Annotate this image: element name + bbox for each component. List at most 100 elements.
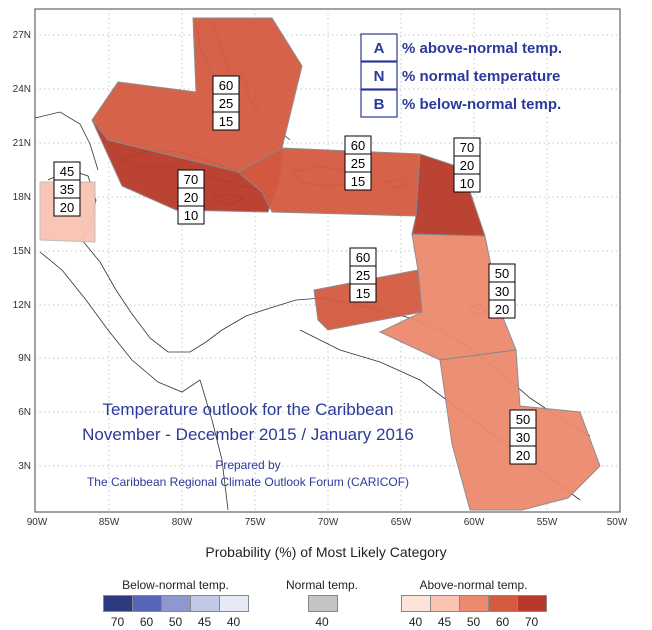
- zone-windward-above: 50: [495, 266, 509, 281]
- lat-label: 6N: [18, 407, 31, 418]
- scale-tick: 70: [524, 615, 539, 629]
- lat-label: 9N: [18, 353, 31, 364]
- zone-cuba-cayman-normal: 20: [184, 190, 198, 205]
- lon-label: 65W: [391, 517, 412, 528]
- legend-key-below-text: % below-normal temp.: [402, 96, 561, 113]
- zone-hispaniola-above: 60: [351, 138, 365, 153]
- zone-abc-islands-above: 60: [356, 250, 370, 265]
- scale-tick: 60: [495, 615, 510, 629]
- lon-label: 80W: [172, 517, 193, 528]
- zone-leeward-above: 70: [460, 140, 474, 155]
- zone-abc-islands-below: 15: [356, 286, 370, 301]
- scale-tick: 45: [197, 615, 212, 629]
- lat-label: 24N: [13, 84, 31, 95]
- zone-abc-islands-normal: 25: [356, 268, 370, 283]
- scale-tick: 50: [466, 615, 481, 629]
- central-america-pacific: [39, 251, 201, 393]
- scale-above-swatch: [459, 595, 489, 612]
- lat-label: 15N: [13, 246, 31, 257]
- scale-below-swatch: [190, 595, 220, 612]
- map-title-line1: Temperature outlook for the Caribbean: [102, 400, 393, 419]
- zone-leeward-normal: 20: [460, 158, 474, 173]
- scale-below-label: Below-normal temp.: [122, 578, 229, 592]
- scale-below-swatch: [132, 595, 162, 612]
- lat-label: 12N: [13, 300, 31, 311]
- probability-scale: Probability (%) of Most Likely Category …: [0, 538, 652, 630]
- colombia-interior: [199, 379, 229, 511]
- zone-bahamas-box: 60 25 15: [212, 75, 240, 131]
- zone-guianas-above: 50: [516, 412, 530, 427]
- legend-key: A % above-normal temp. N % normal temper…: [360, 33, 562, 118]
- scale-normal-group: Normal temp. 40: [286, 578, 358, 629]
- scale-tick: 40: [226, 615, 241, 629]
- map-prepared-by: Prepared by: [215, 458, 280, 472]
- scale-below-swatch: [103, 595, 133, 612]
- scale-above-ticks: 40 45 50 60 70: [401, 615, 546, 629]
- scale-below-swatch: [219, 595, 249, 612]
- scale-below-swatches: [103, 595, 249, 612]
- lat-label: 3N: [18, 461, 31, 472]
- lon-label: 75W: [245, 517, 266, 528]
- zone-guianas-box: 50 30 20: [509, 409, 537, 465]
- legend-key-normal: N % normal temperature: [360, 61, 560, 90]
- outlook-map: 60 25 15 70 20 10 60 25 15 70 20 10 60 2…: [13, 8, 628, 528]
- scale-above-swatch: [517, 595, 547, 612]
- lat-label: 21N: [13, 138, 31, 149]
- lon-label: 85W: [99, 517, 120, 528]
- scale-above-label: Above-normal temp.: [419, 578, 528, 592]
- lon-label: 70W: [318, 517, 339, 528]
- zone-bahamas-below: 15: [219, 114, 233, 129]
- zone-cuba-cayman-above: 70: [184, 172, 198, 187]
- lon-label: 55W: [537, 517, 558, 528]
- scale-normal-swatch: [307, 595, 338, 612]
- zone-belize-below: 20: [60, 200, 74, 215]
- zone-windward-normal: 30: [495, 284, 509, 299]
- zone-hispaniola-normal: 25: [351, 156, 365, 171]
- zone-belize-normal: 35: [60, 182, 74, 197]
- lat-label: 18N: [13, 192, 31, 203]
- legend-key-below: B % below-normal temp.: [360, 89, 561, 118]
- map-title-line2: November - December 2015 / January 2016: [82, 425, 414, 444]
- zone-bahamas-above: 60: [219, 78, 233, 93]
- legend-key-normal-text: % normal temperature: [402, 68, 560, 85]
- central-america-coast: [81, 239, 223, 353]
- zone-hispaniola-box: 60 25 15: [344, 135, 372, 191]
- zone-leeward-box: 70 20 10: [453, 137, 481, 193]
- legend-key-above: A % above-normal temp.: [360, 33, 562, 62]
- scale-below-group: Below-normal temp. 70 60 50 45 40: [103, 578, 249, 629]
- scale-tick: 60: [139, 615, 154, 629]
- scale-above-swatch: [401, 595, 431, 612]
- scale-below-ticks: 70 60 50 45 40: [103, 615, 248, 629]
- scale-tick: 70: [110, 615, 125, 629]
- scale-tick: 40: [408, 615, 423, 629]
- scale-normal-swatches: [286, 595, 358, 612]
- scale-above-swatch: [488, 595, 518, 612]
- zone-abc-islands-box: 60 25 15: [349, 247, 377, 303]
- lon-label: 60W: [464, 517, 485, 528]
- lon-label: 50W: [607, 517, 628, 528]
- scale-above-swatch: [430, 595, 460, 612]
- scale-above-group: Above-normal temp. 40 45 50 60 70: [401, 578, 547, 629]
- zone-guianas-normal: 30: [516, 430, 530, 445]
- scale-title: Probability (%) of Most Likely Category: [205, 544, 447, 560]
- map-forum: The Caribbean Regional Climate Outlook F…: [87, 475, 409, 489]
- zone-bahamas-normal: 25: [219, 96, 233, 111]
- lat-label: 27N: [13, 30, 31, 41]
- longitude-labels: 90W 85W 80W 75W 70W 65W 60W 55W 50W: [27, 517, 628, 528]
- latitude-labels: 3N 6N 9N 12N 15N 18N 21N 24N 27N: [13, 30, 31, 472]
- zone-boxes: 60 25 15 70 20 10 60 25 15 70 20 10 60 2…: [53, 75, 537, 465]
- scale-tick: 40: [315, 615, 329, 629]
- scale-tick: 45: [437, 615, 452, 629]
- zone-guianas-below: 20: [516, 448, 530, 463]
- scale-below-swatch: [161, 595, 191, 612]
- zone-belize-box: 45 35 20: [53, 161, 81, 217]
- scale-above-swatches: [401, 595, 547, 612]
- zone-cuba-cayman-below: 10: [184, 208, 198, 223]
- zone-windward-below: 20: [495, 302, 509, 317]
- zone-windward-box: 50 30 20: [488, 263, 516, 319]
- zone-hispaniola-below: 15: [351, 174, 365, 189]
- legend-key-above-text: % above-normal temp.: [402, 40, 562, 57]
- legend-key-normal-letter: N: [374, 68, 385, 85]
- scale-tick: 50: [168, 615, 183, 629]
- scale-normal-label: Normal temp.: [286, 578, 359, 592]
